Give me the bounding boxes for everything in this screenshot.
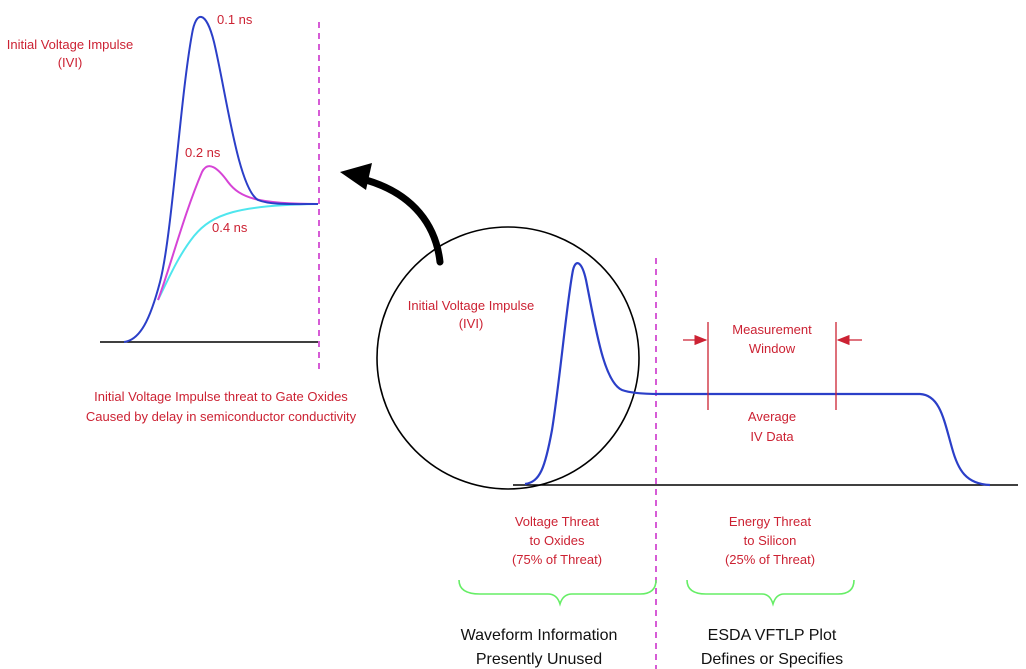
footer-left-line1: Waveform Information <box>461 627 618 644</box>
footer-right-line1: ESDA VFTLP Plot <box>708 627 837 644</box>
zoom-caption-line1: Initial Voltage Impulse threat to Gate O… <box>94 389 348 404</box>
curve-0-4ns <box>157 203 319 301</box>
curve-0-2ns <box>157 165 319 301</box>
energy-threat-line1: Energy Threat <box>729 514 812 529</box>
main-waveform-panel: Initial Voltage Impulse (IVI) Measuremen… <box>376 226 1018 669</box>
footer-right-line2: Defines or Specifies <box>701 651 843 668</box>
zoom-title-line2: (IVI) <box>58 55 83 70</box>
zoom-arrow-head <box>340 163 372 190</box>
energy-threat-line3: (25% of Threat) <box>725 552 815 567</box>
zoom-caption-line2: Caused by delay in semiconductor conduct… <box>86 409 357 424</box>
main-ivi-line1: Initial Voltage Impulse <box>408 298 534 313</box>
voltage-threat-line3: (75% of Threat) <box>512 552 602 567</box>
main-waveform <box>524 262 991 487</box>
voltage-brace <box>458 579 657 607</box>
voltage-threat-line2: to Oxides <box>530 533 585 548</box>
energy-brace <box>686 579 855 607</box>
average-iv-line2: IV Data <box>750 429 794 444</box>
label-0-4ns: 0.4 ns <box>212 220 248 235</box>
measurement-window-line2: Window <box>749 341 796 356</box>
curve-0-1ns <box>123 15 319 343</box>
measurement-window-line1: Measurement <box>732 322 812 337</box>
label-0-2ns: 0.2 ns <box>185 145 221 160</box>
label-0-1ns: 0.1 ns <box>217 12 253 27</box>
zoom-arrow <box>362 176 444 266</box>
zoom-inset: Initial Voltage Impulse (IVI) 0.1 ns 0.2… <box>7 12 357 424</box>
voltage-threat-group: Voltage Threat to Oxides (75% of Threat) <box>458 514 657 607</box>
main-ivi-line2: (IVI) <box>459 316 484 331</box>
magnifier-circle <box>376 226 640 490</box>
footer-left-line2: Presently Unused <box>476 651 602 668</box>
average-iv-line1: Average <box>748 409 796 424</box>
zoom-title-line1: Initial Voltage Impulse <box>7 37 133 52</box>
energy-threat-line2: to Silicon <box>744 533 797 548</box>
voltage-threat-line1: Voltage Threat <box>515 514 600 529</box>
energy-threat-group: Energy Threat to Silicon (25% of Threat) <box>686 514 855 607</box>
